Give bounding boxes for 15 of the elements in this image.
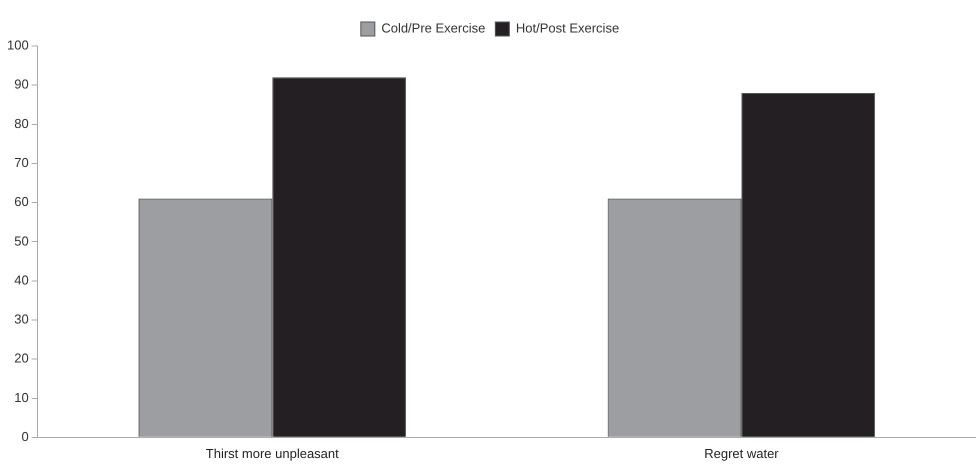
x-tick-label: Thirst more unpleasant xyxy=(206,446,340,461)
legend-label: Hot/Post Exercise xyxy=(516,20,620,36)
y-tick-label: 90 xyxy=(14,76,29,92)
y-tick-label: 70 xyxy=(14,155,29,170)
y-tick-label: 20 xyxy=(14,350,29,366)
y-tick-label: 60 xyxy=(14,194,29,210)
legend-label: Cold/Pre Exercise xyxy=(381,20,486,36)
y-tick-label: 0 xyxy=(21,428,29,444)
y-tick-label: 10 xyxy=(14,390,29,405)
y-tick-label: 80 xyxy=(14,116,29,131)
y-tick-label: 50 xyxy=(14,233,29,248)
x-tick-label: Regret water xyxy=(704,446,780,461)
y-tick-label: 100 xyxy=(6,38,29,53)
y-tick-label: 30 xyxy=(14,312,29,327)
y-tick-label: 40 xyxy=(14,272,29,288)
